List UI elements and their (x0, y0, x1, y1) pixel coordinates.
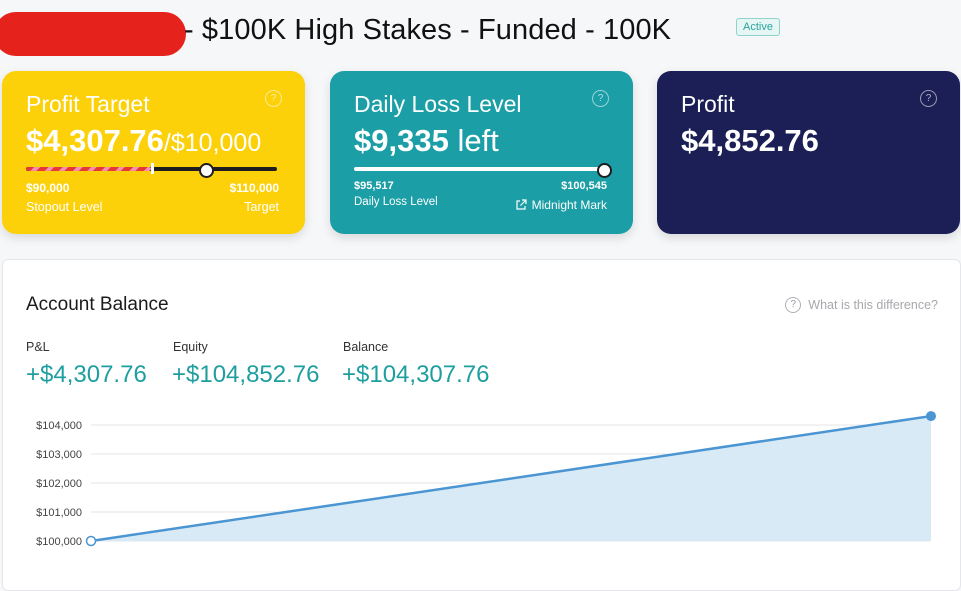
balance-label: Balance (343, 340, 389, 354)
daily-loss-suffix: left (448, 123, 499, 158)
help-icon[interactable]: ? (265, 90, 282, 107)
data-point-start (85, 535, 97, 547)
profit-target-label: Profit Target (26, 91, 150, 117)
y-tick-label: $102,000 (36, 478, 82, 490)
equity-value: +$104,852.76 (172, 361, 320, 388)
equity-label: Equity (173, 340, 208, 354)
page-title: - $100K High Stakes - Funded - 100K (184, 14, 672, 46)
profit-label: Profit (681, 91, 735, 117)
profit-target-goal: /$10,000 (163, 129, 262, 157)
status-badge: Active (736, 18, 780, 36)
daily-loss-value: $9,335 (354, 123, 449, 158)
account-balance-title: Account Balance (26, 294, 169, 315)
stopout-value: $90,000 (26, 181, 70, 195)
profit-progress-fill (26, 167, 151, 171)
profit-amount: $4,852.76 (681, 123, 819, 158)
progress-knob[interactable] (199, 163, 214, 178)
balance-area (91, 416, 931, 541)
daily-loss-card: ? Daily Loss Level $9,335 left $95,517 D… (330, 71, 633, 234)
help-icon[interactable]: ? (920, 90, 937, 107)
profit-card: ? Profit $4,852.76 (657, 71, 960, 234)
data-point-end (926, 411, 936, 422)
daily-loss-level-caption: Daily Loss Level (354, 196, 438, 208)
account-balance-panel: Account Balance ? What is this differenc… (2, 259, 961, 591)
y-tick-label: $100,000 (36, 536, 82, 548)
daily-loss-track (354, 167, 604, 171)
midnight-mark-value: $100,545 (561, 180, 607, 192)
y-tick-label: $104,000 (36, 420, 82, 432)
help-icon[interactable]: ? (592, 90, 609, 107)
balance-line (90, 414, 932, 543)
pnl-value: +$4,307.76 (26, 361, 147, 388)
profit-target-value: $4,307.76 (26, 123, 164, 158)
y-tick-label: $101,000 (36, 507, 82, 519)
help-icon: ? (785, 297, 802, 313)
target-caption: Target (244, 200, 279, 214)
balance-chart: $100,000 $101,000 $102,000 $103,000 $104,000 (36, 411, 936, 548)
target-value: $110,000 (229, 181, 279, 195)
redacted-account-name (0, 12, 186, 56)
midnight-mark-link[interactable]: Midnight Mark (515, 198, 607, 212)
daily-loss-amount: $9,335 left (354, 123, 499, 159)
profit-target-amount: $4,307.76/$10,000 (26, 123, 261, 159)
page-header: - $100K High Stakes - Funded - 100K Acti… (0, 6, 961, 56)
stopout-caption: Stopout Level (26, 200, 103, 214)
daily-loss-level-value: $95,517 (354, 180, 394, 192)
profit-target-card: ? Profit Target $4,307.76/$10,000 $90,00… (2, 71, 305, 234)
pnl-label: P&L (26, 340, 50, 354)
difference-help-text: What is this difference? (808, 298, 938, 312)
y-tick-label: $103,000 (36, 449, 82, 461)
progress-marker (151, 163, 154, 174)
midnight-mark-caption: Midnight Mark (531, 198, 607, 212)
daily-loss-label: Daily Loss Level (354, 91, 522, 117)
balance-value: +$104,307.76 (342, 361, 490, 388)
external-link-icon (516, 199, 527, 210)
daily-loss-knob[interactable] (597, 163, 612, 178)
difference-help-link[interactable]: ? What is this difference? (785, 297, 938, 313)
